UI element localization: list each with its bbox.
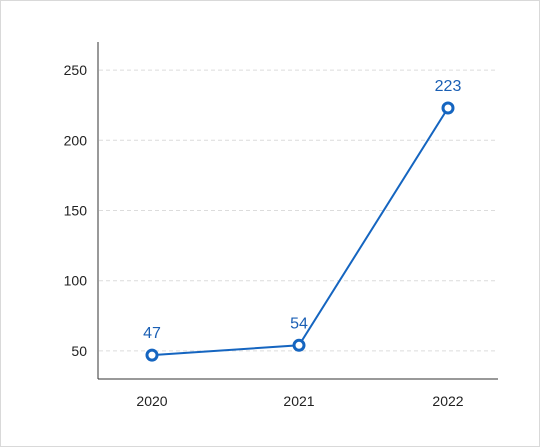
y-tick-label: 150 [64,203,88,219]
y-tick-label: 250 [64,62,88,78]
data-point [145,348,159,362]
data-labels: 47 54 223 [143,78,461,342]
x-tick-label: 2021 [283,393,314,409]
data-label: 54 [290,315,308,332]
data-point [441,101,455,115]
y-tick-label: 50 [71,343,87,359]
x-axis-ticks: 2020 2021 2022 [136,393,463,409]
data-label: 223 [435,78,462,95]
data-point [292,338,306,352]
x-tick-label: 2020 [136,393,167,409]
y-axis-ticks: 50 100 150 200 250 [64,62,88,359]
y-tick-label: 200 [64,132,88,148]
series-group [145,101,455,362]
grid-lines [99,69,498,352]
data-label: 47 [143,325,161,342]
x-tick-label: 2022 [432,393,463,409]
y-tick-label: 100 [64,273,88,289]
